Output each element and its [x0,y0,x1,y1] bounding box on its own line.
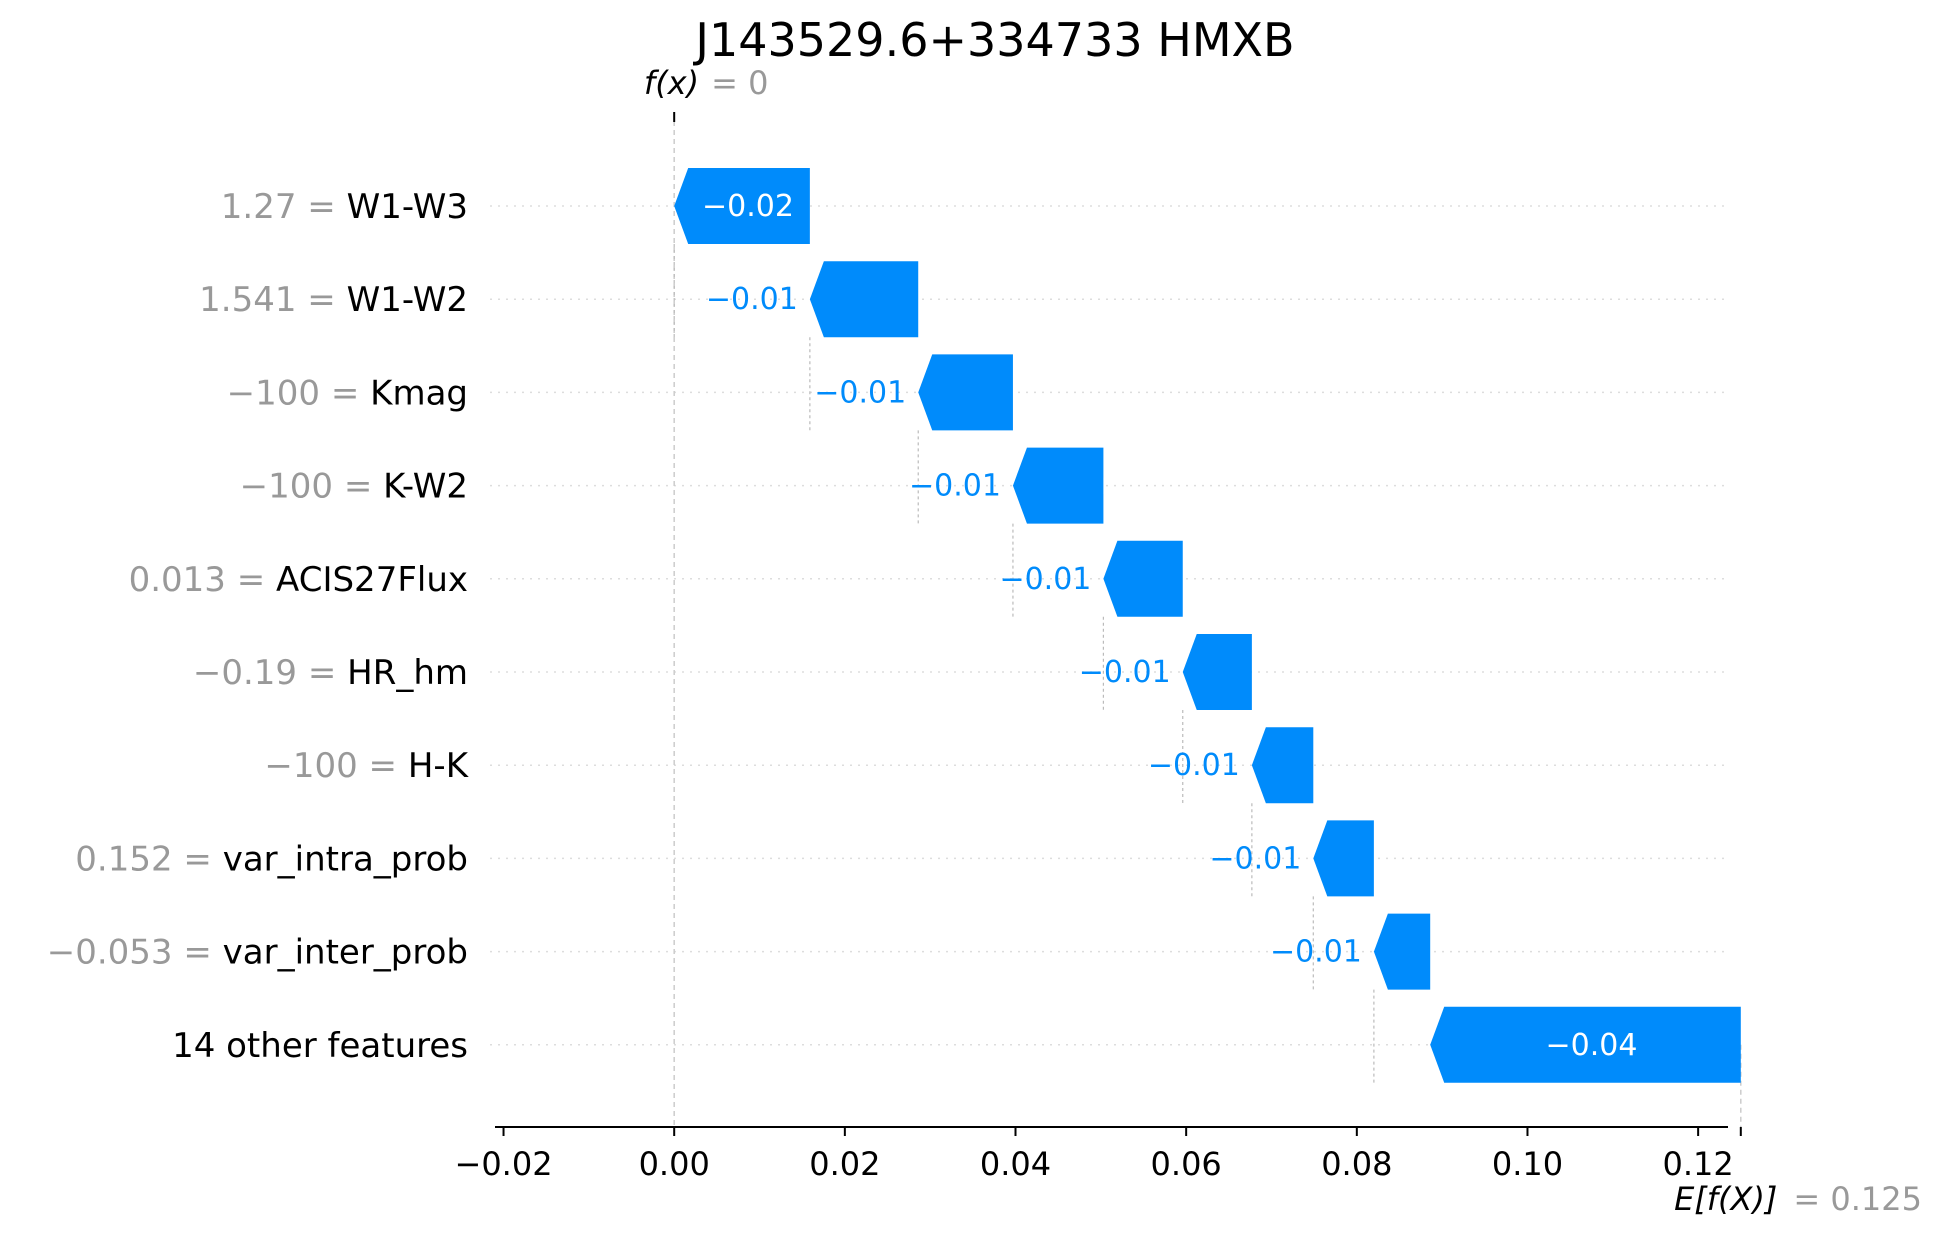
bar-value-label: −0.01 [909,469,1001,504]
feature-value: 0.013 = [129,560,276,600]
feature-value: −0.053 = [47,933,223,973]
contribution-bar [1430,1006,1741,1083]
bar-value-label: −0.02 [702,189,794,224]
feature-value: −100 = [240,467,384,507]
feature-name: var_inter_prob [223,933,468,973]
feature-label: −0.19 = HR_hm [193,653,468,693]
x-tick-label: 0.02 [809,1145,880,1183]
feature-label: 14 other features [172,1026,468,1066]
fx-annotation-text: f(x) = 0 [644,64,769,102]
feature-value: 1.541 = [199,280,346,320]
feature-value: −100 = [227,373,371,413]
feature-value: −100 = [264,746,408,786]
bar-value-label: −0.01 [1079,655,1171,690]
chart-title: J143529.6+334733 HMXB [692,13,1294,67]
fx-label: f(x) [644,64,699,102]
bar-value-label: −0.01 [706,282,798,317]
bar-value-label: −0.01 [814,375,906,410]
grid-lines [490,205,1730,1046]
contribution-bar [1313,820,1374,897]
contribution-bar [918,354,1013,431]
bar-value-label: −0.01 [1148,748,1240,783]
feature-label: 1.27 = W1-W3 [221,187,468,227]
efx-label: E[f(X)] [1674,1180,1777,1218]
x-tick-label: 0.12 [1663,1145,1734,1183]
bars: −0.02 −0.01 −0.01 −0.01 −0.01 −0.01 −0.01 −0.01… [674,168,1741,1083]
feature-name: H-K [408,746,470,786]
contribution-bar [1182,634,1252,710]
efx-annotation: E[f(X)] = 0.125 [1674,1127,1922,1218]
x-axis-ticks: −0.02 0.00 0.02 0.04 0.06 0.08 0.10 0.12 [455,1127,1734,1183]
contribution-bar [1012,447,1104,524]
bar-value-label: −0.01 [1209,841,1301,876]
feature-name: Kmag [370,373,468,413]
x-tick-label: 0.06 [1151,1145,1222,1183]
bar-value-label: −0.04 [1546,1028,1638,1063]
feature-value: 1.27 = [221,187,347,227]
efx-annotation-text: E[f(X)] = 0.125 [1674,1180,1922,1218]
feature-name: W1-W3 [347,187,468,227]
feature-labels: 1.27 = W1-W31.541 = W1-W2−100 = Kmag−100… [47,187,470,1066]
feature-label: −100 = H-K [264,746,469,786]
feature-label: −100 = Kmag [227,373,468,413]
feature-name: W1-W2 [347,280,468,320]
x-tick-label: 0.00 [639,1145,710,1183]
bar-value-label: −0.01 [1270,935,1362,970]
x-axis: −0.02 0.00 0.02 0.04 0.06 0.08 0.10 0.12 [455,1126,1734,1183]
contribution-bar [1103,540,1183,617]
feature-name: HR_hm [347,653,468,693]
feature-label: 1.541 = W1-W2 [199,280,468,320]
feature-name: var_intra_prob [223,839,468,879]
fx-value: = 0 [711,64,768,102]
feature-value: −0.19 = [193,653,347,693]
feature-label: 0.013 = ACIS27Flux [129,560,468,600]
feature-name: 14 other features [172,1026,468,1066]
contribution-bar [809,261,919,338]
x-tick-label: −0.02 [455,1145,553,1183]
efx-value: = 0.125 [1793,1180,1922,1218]
fx-annotation: f(x) = 0 [644,64,769,122]
x-tick-label: 0.08 [1321,1145,1392,1183]
contribution-bar [1373,913,1431,990]
feature-value: 0.152 = [75,839,222,879]
feature-label: −100 = K-W2 [240,467,468,507]
contribution-bar [674,168,810,244]
x-tick-label: 0.04 [980,1145,1051,1183]
contribution-bar [1251,727,1314,804]
feature-label: −0.053 = var_inter_prob [47,933,468,973]
feature-name: ACIS27Flux [276,560,468,600]
x-tick-label: 0.10 [1492,1145,1563,1183]
bar-value-label: −0.01 [999,562,1091,597]
feature-name: K-W2 [383,467,468,507]
feature-label: 0.152 = var_intra_prob [75,839,468,879]
